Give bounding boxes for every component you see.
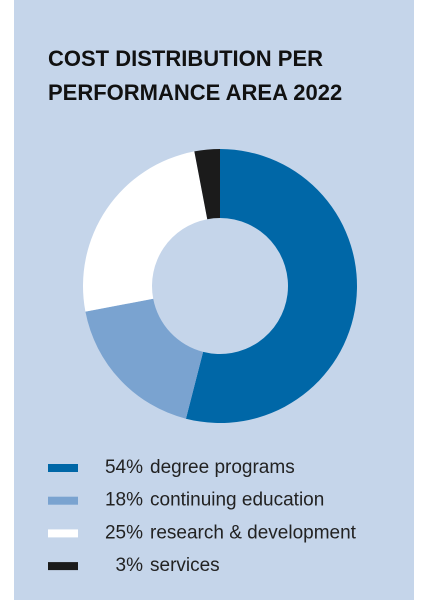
chart-title: COST DISTRIBUTION PER PERFORMANCE AREA 2… bbox=[48, 46, 343, 105]
legend-value: 18% bbox=[105, 490, 143, 511]
legend-swatch bbox=[48, 529, 78, 538]
legend-value: 3% bbox=[116, 555, 144, 576]
donut-segment bbox=[83, 151, 208, 312]
legend-label: continuing education bbox=[150, 490, 324, 511]
legend-label: services bbox=[150, 555, 220, 576]
legend-label: degree programs bbox=[150, 457, 295, 478]
legend-swatch bbox=[48, 464, 78, 472]
legend-value: 25% bbox=[105, 522, 143, 543]
legend-label: research & development bbox=[150, 522, 357, 543]
legend-value: 54% bbox=[105, 457, 143, 478]
legend-swatch bbox=[48, 496, 78, 505]
donut-segment bbox=[185, 149, 358, 424]
donut-segment bbox=[194, 149, 220, 220]
donut-segment bbox=[85, 298, 204, 419]
legend-swatch bbox=[48, 562, 78, 571]
